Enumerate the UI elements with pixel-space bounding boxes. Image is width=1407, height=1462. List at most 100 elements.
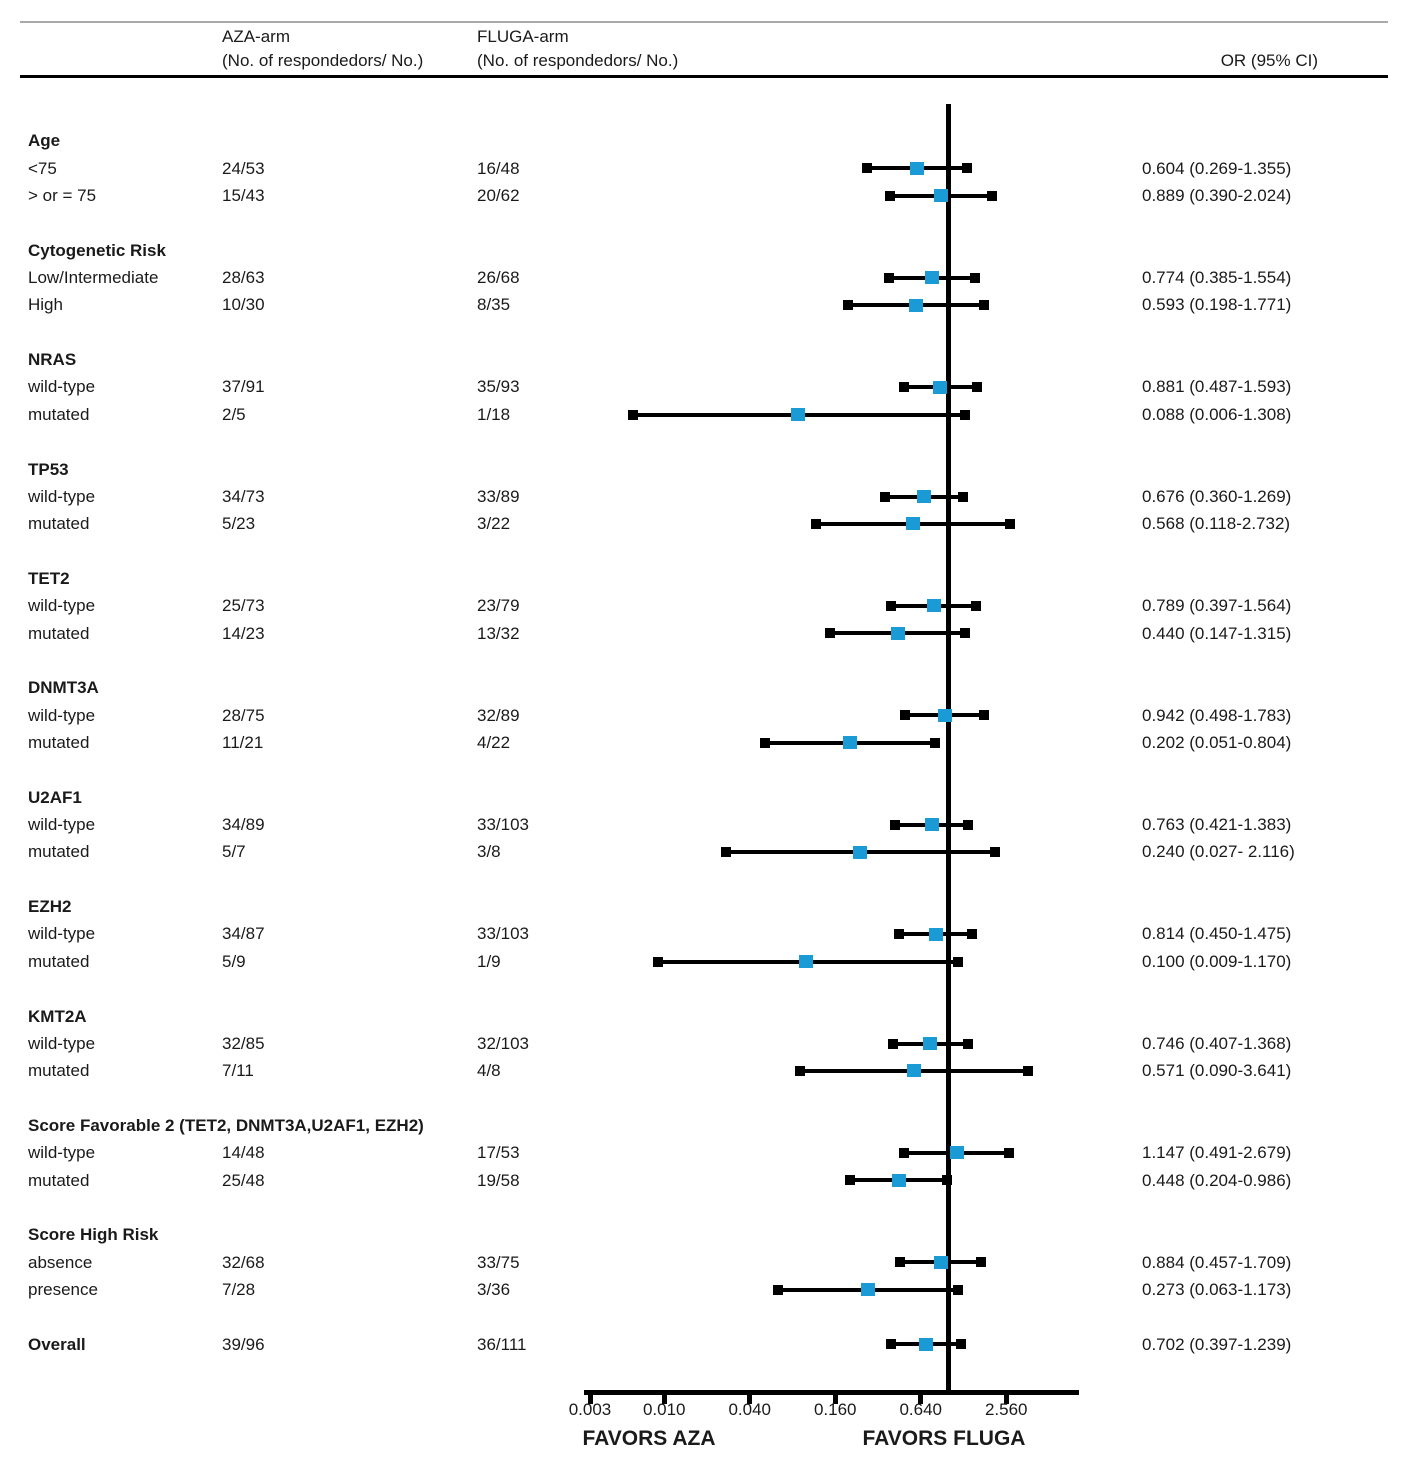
col-header-aza-arm: AZA-arm (222, 27, 290, 46)
ci-cap-right (986, 190, 997, 201)
x-axis-tick-label: 0.010 (642, 1400, 686, 1419)
or-value: 0.088 (0.006-1.308) (1142, 404, 1292, 424)
ci-cap-left (894, 929, 905, 940)
or-value: 0.881 (0.487-1.593) (1142, 377, 1292, 397)
ci-cap-left (862, 163, 873, 174)
or-marker (910, 161, 925, 175)
or-marker (934, 189, 949, 203)
ci-cap-right (957, 491, 968, 502)
ci-cap-left (894, 1257, 905, 1268)
row-label: High (28, 295, 63, 315)
fluga-count: 26/68 (477, 268, 520, 288)
aza-count: 24/53 (222, 158, 265, 178)
aza-count: 34/87 (222, 924, 265, 944)
or-marker (890, 626, 905, 640)
ci-cap-left (845, 1175, 856, 1186)
x-axis-line (584, 1390, 1079, 1395)
aza-count: 15/43 (222, 186, 265, 206)
ci-cap-right (962, 1038, 973, 1049)
fluga-count: 33/75 (477, 1252, 520, 1272)
or-marker (917, 490, 932, 504)
fluga-count: 35/93 (477, 377, 520, 397)
x-axis-tick-label: 0.040 (728, 1400, 772, 1419)
ci-cap-left (889, 819, 900, 830)
row-label: mutated (28, 623, 90, 643)
or-value: 0.746 (0.407-1.368) (1142, 1033, 1292, 1053)
or-marker (909, 298, 924, 312)
aza-count: 28/75 (222, 705, 265, 725)
ci-cap-left (825, 628, 836, 639)
or-marker (926, 599, 941, 613)
row-label: mutated (28, 1170, 90, 1190)
header-top-rule (20, 21, 1388, 23)
aza-count: 34/89 (222, 815, 265, 835)
or-marker (928, 927, 943, 941)
row-label: Low/Intermediate (28, 268, 159, 288)
or-value: 0.884 (0.457-1.709) (1142, 1252, 1292, 1272)
ci-cap-right (929, 737, 940, 748)
header-bottom-rule (20, 75, 1388, 78)
or-value: 0.889 (0.390-2.024) (1142, 186, 1292, 206)
ci-cap-left (843, 300, 854, 311)
ci-cap-right (970, 600, 981, 611)
section-header: KMT2A (28, 1006, 87, 1026)
ci-cap-left (627, 409, 638, 420)
fluga-count: 4/22 (477, 733, 511, 753)
row-label: wild-type (28, 486, 96, 506)
ci-cap-right (952, 956, 963, 967)
aza-count: 25/48 (222, 1170, 265, 1190)
section-header: NRAS (28, 350, 77, 370)
ci-cap-left (886, 1339, 897, 1350)
or-value: 0.100 (0.009-1.170) (1142, 951, 1292, 971)
or-value: 0.448 (0.204-0.986) (1142, 1170, 1292, 1190)
or-value: 0.814 (0.450-1.475) (1142, 924, 1292, 944)
ci-cap-right (967, 929, 978, 940)
or-value: 0.571 (0.090-3.641) (1142, 1061, 1292, 1081)
or-marker (937, 708, 952, 722)
fluga-count: 13/32 (477, 623, 520, 643)
or-value: 0.568 (0.118-2.732) (1142, 514, 1291, 534)
ci-cap-right (976, 1257, 987, 1268)
x-axis-tick-label: 0.640 (899, 1400, 943, 1419)
fluga-count: 36/111 (477, 1334, 527, 1354)
fluga-count: 19/58 (477, 1170, 520, 1190)
ci-cap-left (885, 190, 896, 201)
row-label: wild-type (28, 377, 96, 397)
x-axis-tick (1003, 1395, 1009, 1404)
ci-cap-left (898, 382, 909, 393)
aza-count: 28/63 (222, 268, 265, 288)
row-label: wild-type (28, 596, 96, 616)
or-value: 0.240 (0.027- 2.116) (1142, 842, 1295, 862)
row-label: wild-type (28, 1033, 96, 1053)
aza-count: 14/48 (222, 1143, 265, 1163)
aza-count: 34/73 (222, 486, 265, 506)
x-axis-tick (747, 1395, 753, 1404)
x-axis-tick-label: 0.003 (568, 1400, 612, 1419)
section-header: Score Favorable 2 (TET2, DNMT3A,U2AF1, E… (28, 1115, 424, 1135)
section-header: TP53 (28, 459, 69, 479)
ci-cap-right (956, 1339, 967, 1350)
or-marker (791, 408, 806, 421)
aza-count: 7/11 (222, 1061, 254, 1081)
fluga-count: 8/35 (477, 295, 511, 315)
ci-cap-left (880, 491, 891, 502)
section-header: Score High Risk (28, 1225, 159, 1245)
row-label: wild-type (28, 1143, 96, 1163)
ci-cap-right (1022, 1065, 1033, 1076)
or-value: 0.593 (0.198-1.771) (1142, 295, 1292, 315)
or-marker (919, 1337, 934, 1351)
aza-count: 32/68 (222, 1252, 265, 1272)
ci-cap-left (772, 1284, 783, 1295)
ci-cap-right (960, 628, 971, 639)
row-label: wild-type (28, 924, 96, 944)
fluga-count: 23/79 (477, 596, 520, 616)
or-marker (842, 736, 857, 750)
row-label: presence (28, 1280, 98, 1300)
row-label: mutated (28, 1061, 90, 1081)
aza-count: 14/23 (222, 623, 265, 643)
ci-cap-left (884, 272, 895, 283)
section-header: DNMT3A (28, 678, 99, 698)
ci-cap-right (959, 409, 970, 420)
ci-cap-left (794, 1065, 805, 1076)
